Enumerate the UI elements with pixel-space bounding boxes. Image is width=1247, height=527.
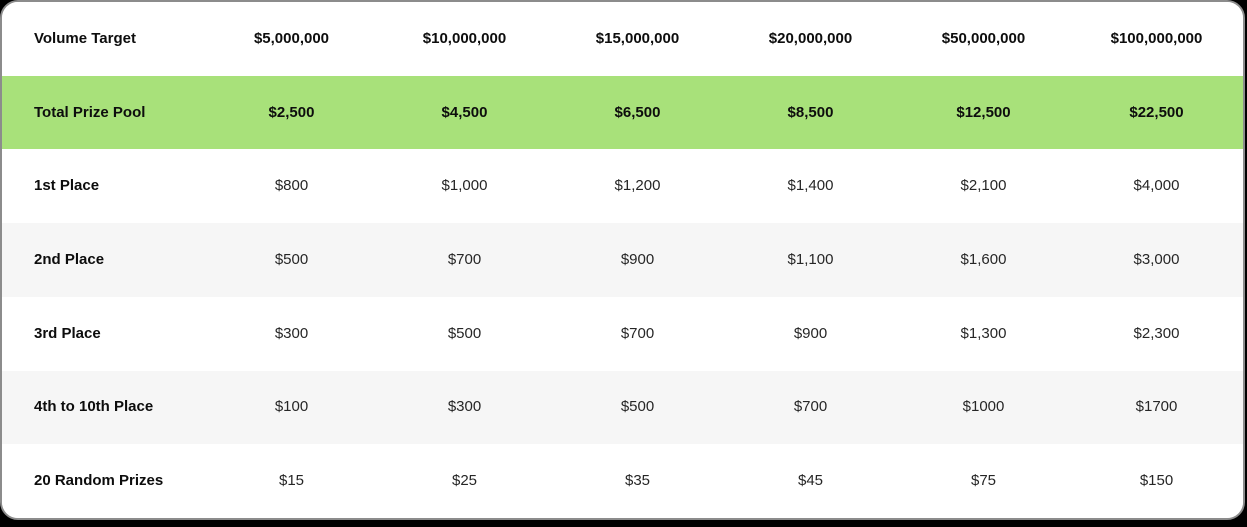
header-cell-volume-5: $50,000,000: [941, 29, 1026, 47]
random-prizes-cell-1: $15: [278, 472, 305, 490]
4th-to-10th-cell-1: $100: [274, 398, 309, 416]
row-label-2nd-place: 2nd Place: [34, 251, 105, 269]
table-row-4th-to-10th-place: 4th to 10th Place $100 $300 $500 $700 $1…: [2, 370, 1243, 445]
3rd-place-cell-5: $1,300: [960, 324, 1007, 342]
3rd-place-cell-3: $700: [620, 324, 655, 342]
random-prizes-cell-3: $35: [624, 472, 651, 490]
row-label-total-prize-pool: Total Prize Pool: [34, 103, 146, 121]
header-cell-volume-1: $5,000,000: [253, 29, 330, 47]
random-prizes-cell-2: $25: [451, 472, 478, 490]
4th-to-10th-cell-5: $1000: [962, 398, 1005, 416]
total-prize-pool-cell-4: $8,500: [787, 103, 834, 121]
row-label-20-random-prizes: 20 Random Prizes: [34, 472, 164, 490]
3rd-place-cell-2: $500: [447, 324, 482, 342]
1st-place-cell-4: $1,400: [787, 177, 834, 195]
2nd-place-cell-2: $700: [447, 251, 482, 269]
random-prizes-cell-4: $45: [797, 472, 824, 490]
row-label-3rd-place: 3rd Place: [34, 324, 101, 342]
1st-place-cell-2: $1,000: [441, 177, 488, 195]
2nd-place-cell-1: $500: [274, 251, 309, 269]
4th-to-10th-cell-6: $1700: [1135, 398, 1178, 416]
4th-to-10th-cell-2: $300: [447, 398, 482, 416]
table-header-row: Volume Target $5,000,000 $10,000,000 $15…: [2, 2, 1243, 76]
1st-place-cell-1: $800: [274, 177, 309, 195]
total-prize-pool-cell-1: $2,500: [268, 103, 315, 121]
1st-place-cell-6: $4,000: [1133, 177, 1180, 195]
random-prizes-cell-5: $75: [970, 472, 997, 490]
header-cell-volume-4: $20,000,000: [768, 29, 853, 47]
random-prizes-cell-6: $150: [1139, 472, 1174, 490]
row-label-4th-to-10th-place: 4th to 10th Place: [34, 398, 154, 416]
header-cell-volume-6: $100,000,000: [1110, 29, 1203, 47]
table-row-total-prize-pool: Total Prize Pool $2,500 $4,500 $6,500 $8…: [2, 75, 1243, 150]
1st-place-cell-3: $1,200: [614, 177, 661, 195]
total-prize-pool-cell-3: $6,500: [614, 103, 661, 121]
4th-to-10th-cell-3: $500: [620, 398, 655, 416]
header-volume-target-label: Volume Target: [34, 29, 136, 47]
3rd-place-cell-6: $2,300: [1133, 324, 1180, 342]
2nd-place-cell-4: $1,100: [787, 251, 834, 269]
3rd-place-cell-4: $900: [793, 324, 828, 342]
total-prize-pool-cell-2: $4,500: [441, 103, 488, 121]
row-label-1st-place: 1st Place: [34, 177, 100, 195]
1st-place-cell-5: $2,100: [960, 177, 1007, 195]
table-row-2nd-place: 2nd Place $500 $700 $900 $1,100 $1,600 $…: [2, 223, 1243, 297]
table-row-3rd-place: 3rd Place $300 $500 $700 $900 $1,300 $2,…: [2, 296, 1243, 371]
total-prize-pool-cell-6: $22,500: [1129, 103, 1184, 121]
total-prize-pool-cell-5: $12,500: [956, 103, 1011, 121]
4th-to-10th-cell-4: $700: [793, 398, 828, 416]
2nd-place-cell-3: $900: [620, 251, 655, 269]
3rd-place-cell-1: $300: [274, 324, 309, 342]
header-cell-volume-3: $15,000,000: [595, 29, 680, 47]
2nd-place-cell-5: $1,600: [960, 251, 1007, 269]
table-row-1st-place: 1st Place $800 $1,000 $1,200 $1,400 $2,1…: [2, 149, 1243, 224]
2nd-place-cell-6: $3,000: [1133, 251, 1180, 269]
table-row-20-random-prizes: 20 Random Prizes $15 $25 $35 $45 $75 $15…: [2, 444, 1243, 518]
header-cell-volume-2: $10,000,000: [422, 29, 507, 47]
